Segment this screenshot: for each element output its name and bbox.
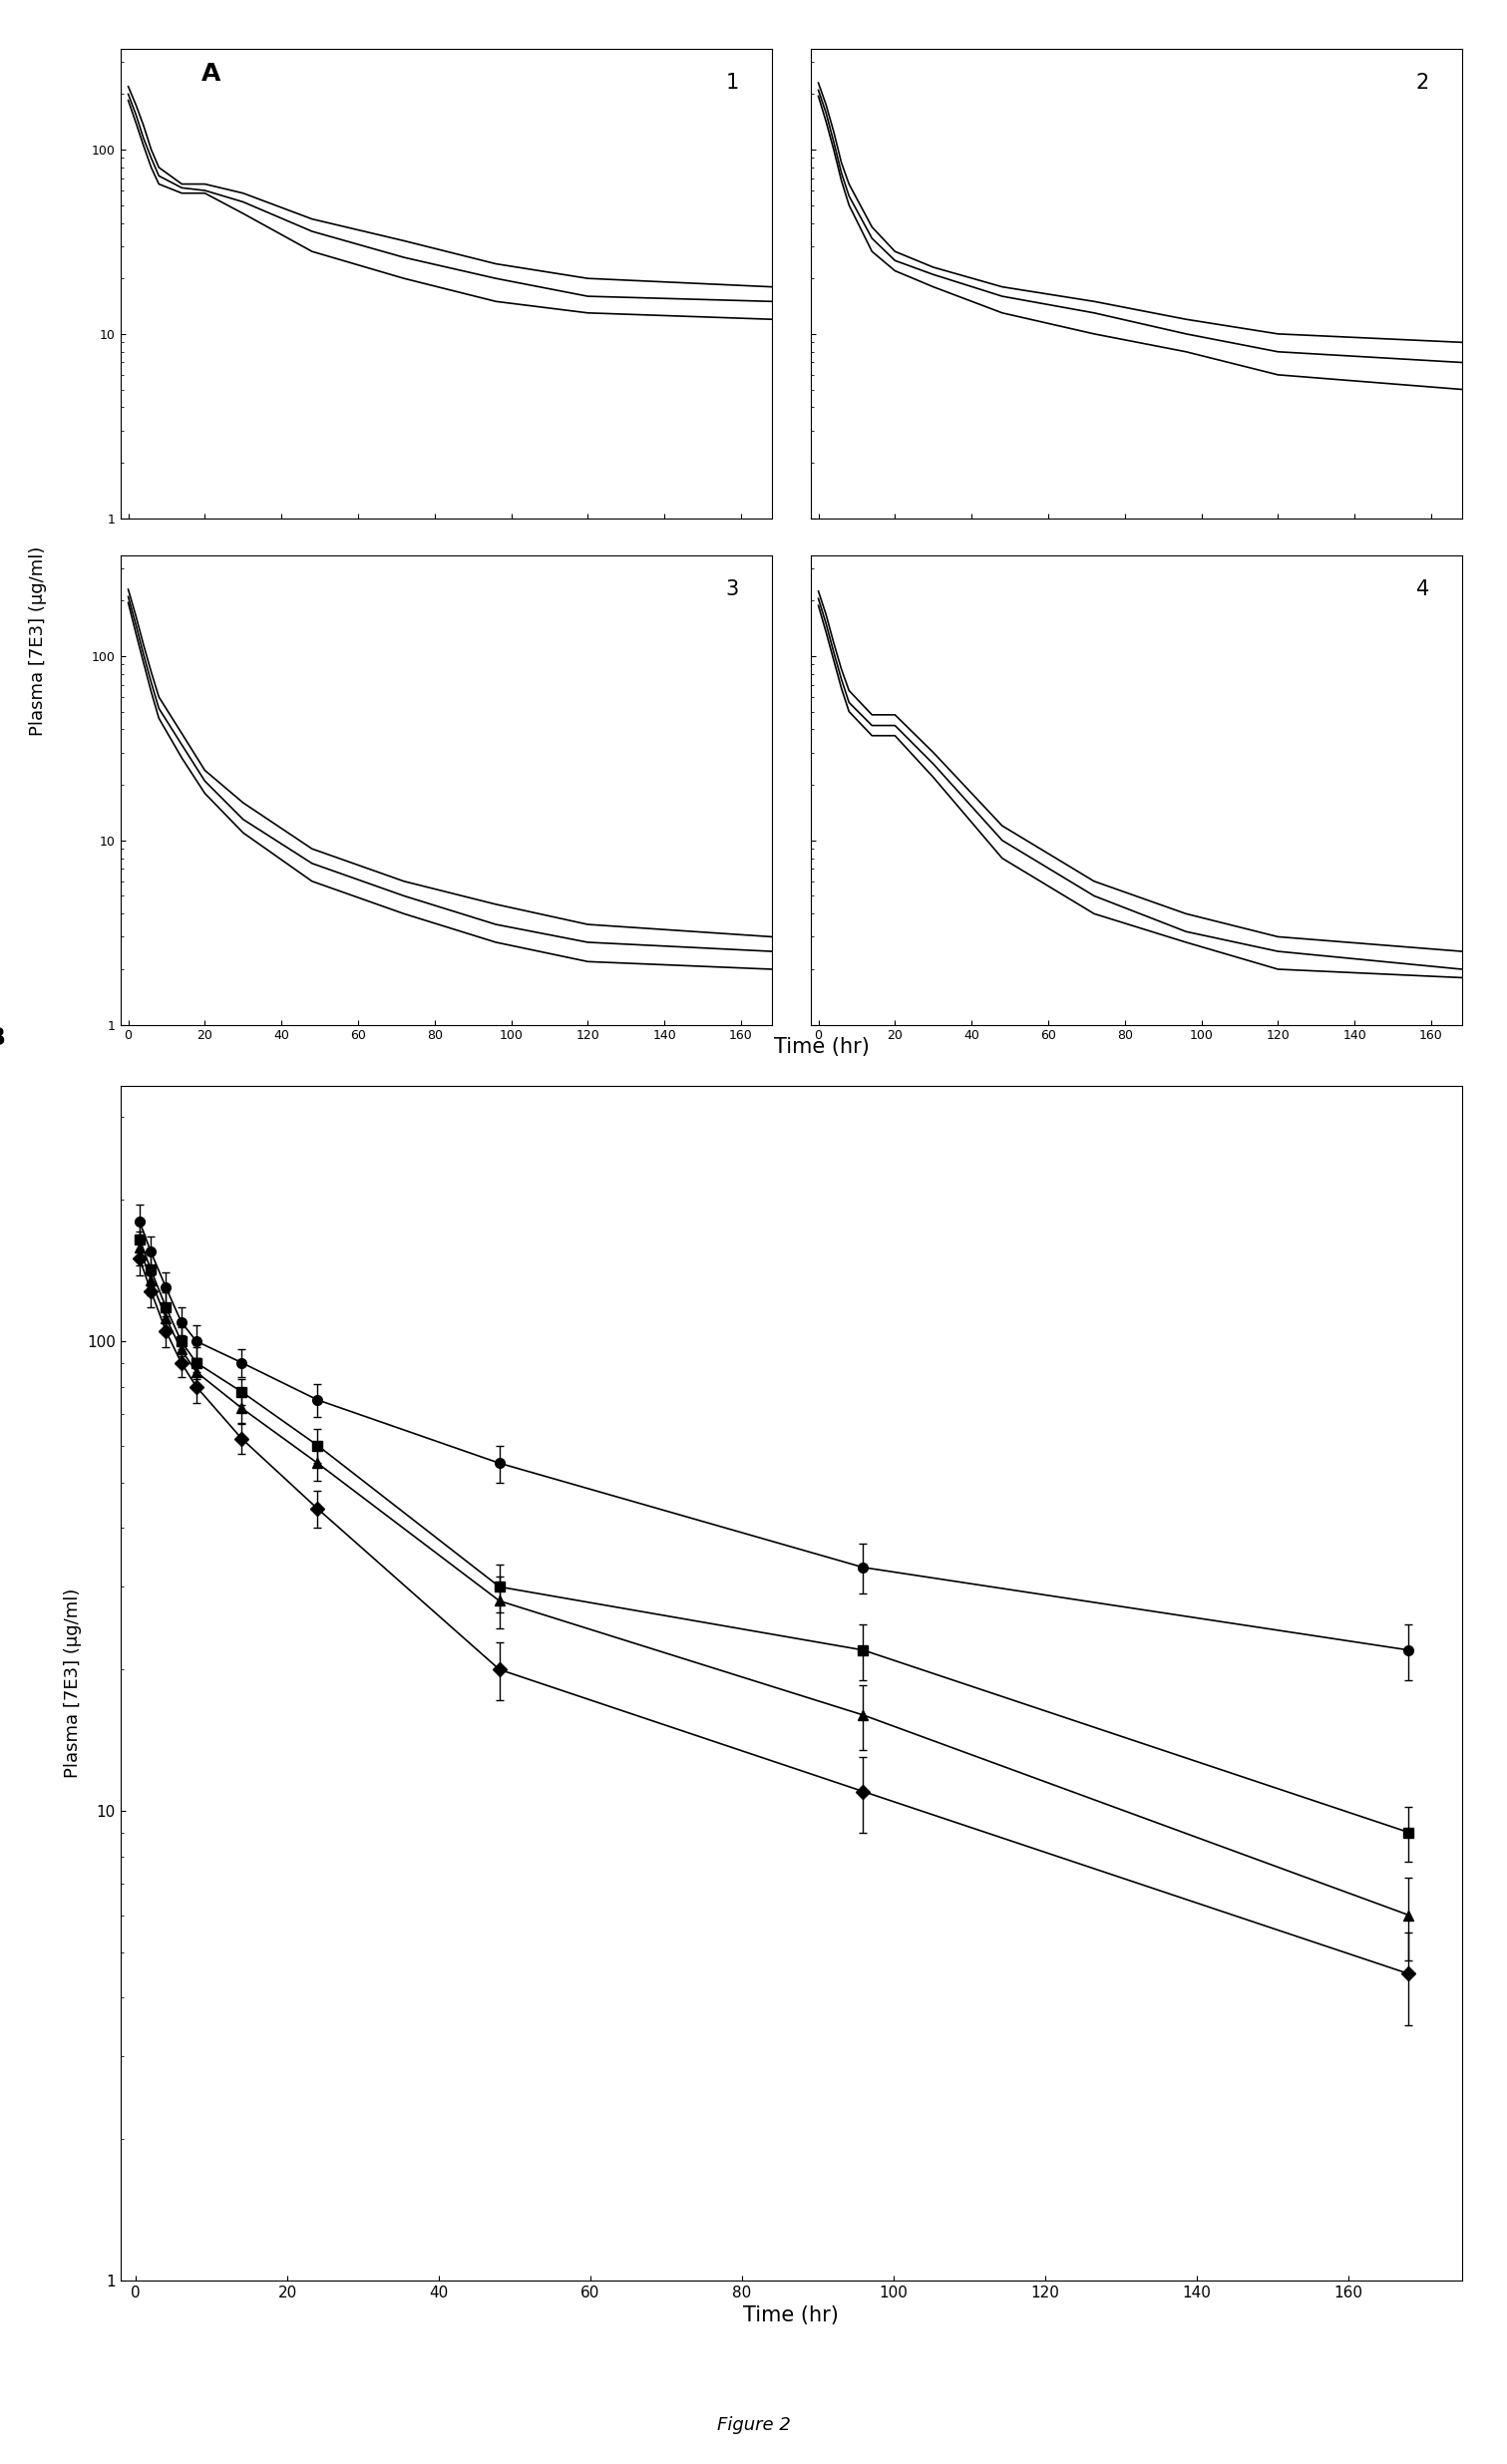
X-axis label: Time (hr): Time (hr) bbox=[743, 2306, 839, 2326]
Y-axis label: Plasma [7E3] (µg/ml): Plasma [7E3] (µg/ml) bbox=[63, 1589, 81, 1779]
Text: 4: 4 bbox=[1417, 579, 1429, 599]
Text: Time (hr): Time (hr) bbox=[773, 1037, 870, 1057]
Text: 1: 1 bbox=[726, 74, 738, 94]
Text: 3: 3 bbox=[726, 579, 738, 599]
Text: A: A bbox=[202, 62, 220, 86]
Text: Figure 2: Figure 2 bbox=[717, 2417, 790, 2434]
Text: Plasma [7E3] (µg/ml): Plasma [7E3] (µg/ml) bbox=[29, 545, 47, 737]
Text: 2: 2 bbox=[1417, 74, 1429, 94]
Text: B: B bbox=[0, 1025, 6, 1050]
